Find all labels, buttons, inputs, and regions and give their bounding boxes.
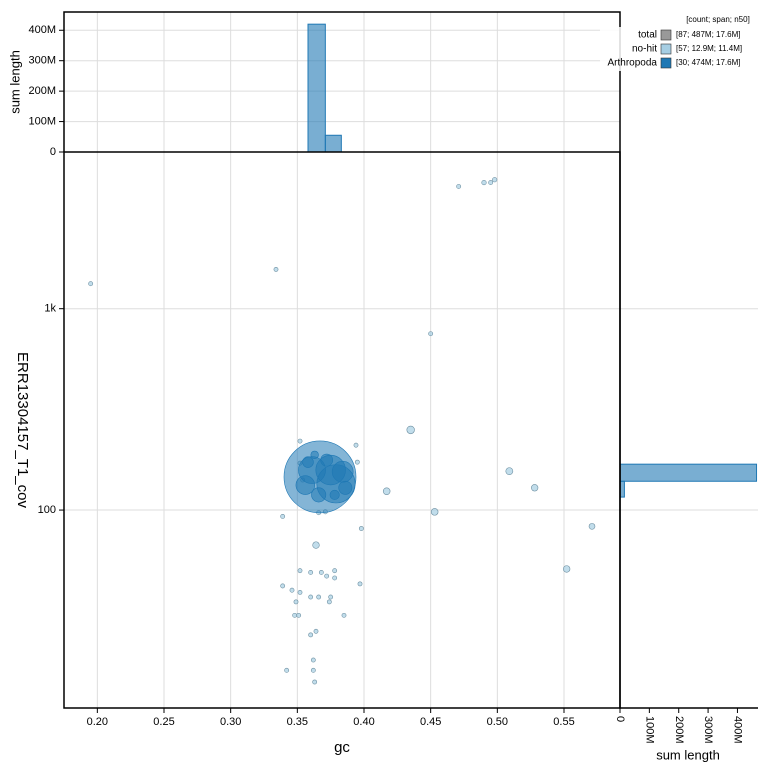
y-tick-label: 100M (28, 115, 56, 127)
point (316, 594, 322, 600)
point (329, 489, 340, 500)
x-tick-label: 0.55 (553, 716, 574, 728)
legend-stats: [87; 487M; 17.6M] (676, 30, 740, 39)
y-tick-label: 400M (28, 24, 56, 36)
legend-swatch (660, 29, 672, 41)
hist-bar (619, 463, 758, 482)
x-tick-label: 300M (702, 716, 714, 744)
legend-bg (600, 27, 768, 71)
x-tick-label: 0.20 (87, 716, 108, 728)
point (332, 575, 338, 581)
point (505, 467, 514, 476)
point (289, 587, 295, 593)
point (353, 442, 359, 448)
right-hist-x-label: sum length (656, 747, 720, 762)
point (302, 456, 314, 468)
point (297, 590, 303, 595)
hist-bar (324, 134, 342, 153)
legend-label: no-hit (632, 44, 657, 55)
legend-label: Arthropoda (608, 58, 658, 69)
point (318, 570, 324, 575)
x-tick-label: 0.30 (220, 716, 241, 728)
legend-title: [count; span; n50] (686, 15, 750, 24)
legend-swatch (660, 57, 672, 69)
x-tick-label: 0.45 (420, 716, 441, 728)
y-tick-label: 300M (28, 55, 56, 67)
x-axis-label: gc (334, 739, 350, 756)
point (326, 599, 332, 605)
point (88, 281, 94, 287)
x-tick-label: 400M (732, 716, 744, 744)
y-tick-label: 0 (50, 146, 56, 158)
point (273, 267, 279, 272)
point (456, 184, 462, 189)
point (292, 612, 298, 618)
point (328, 594, 334, 600)
point (357, 581, 363, 587)
legend-stats: [30; 474M; 17.6M] (676, 58, 740, 67)
legend-stats: [57; 12.9M; 11.4M] (676, 44, 742, 53)
point (338, 480, 353, 495)
point (310, 450, 319, 459)
frame (63, 11, 621, 152)
point (382, 487, 391, 495)
y-axis-label: ERR13304157_T1_cov (14, 352, 31, 508)
point (308, 594, 314, 600)
point (588, 523, 596, 530)
x-tick-label: 0.40 (353, 716, 374, 728)
point (324, 573, 330, 579)
point (331, 460, 354, 483)
point (531, 484, 539, 492)
point (311, 487, 327, 503)
point (296, 612, 302, 618)
point (308, 570, 314, 575)
point (332, 568, 338, 574)
point (293, 599, 299, 605)
point (310, 657, 316, 663)
point (295, 475, 316, 495)
point (280, 583, 286, 589)
top-hist-y-label: sum length (7, 50, 22, 114)
point (341, 612, 347, 618)
point (280, 514, 286, 519)
point (308, 632, 314, 638)
point (354, 459, 360, 465)
x-tick-label: 0.35 (287, 716, 308, 728)
y-tick-label: 1k (44, 303, 56, 315)
point (492, 177, 498, 183)
point (310, 667, 316, 673)
frame (63, 151, 621, 709)
x-tick-label: 0 (614, 716, 626, 722)
point (428, 331, 434, 337)
point (358, 526, 364, 531)
point (297, 568, 303, 574)
point (313, 628, 319, 634)
x-tick-label: 100M (643, 716, 655, 744)
legend-label: total (638, 30, 657, 41)
legend-swatch (660, 43, 672, 55)
point (563, 565, 571, 573)
point (297, 438, 303, 444)
point (406, 425, 415, 435)
y-tick-label: 100 (38, 504, 56, 516)
point (320, 453, 334, 467)
point (312, 541, 320, 549)
x-tick-label: 0.25 (153, 716, 174, 728)
x-tick-label: 200M (673, 716, 685, 744)
point (488, 180, 494, 185)
point (284, 667, 290, 673)
point (481, 179, 487, 186)
point (430, 508, 439, 516)
hist-bar (307, 23, 326, 153)
x-tick-label: 0.50 (487, 716, 508, 728)
point (312, 679, 318, 685)
y-tick-label: 200M (28, 85, 56, 97)
frame (619, 152, 758, 709)
